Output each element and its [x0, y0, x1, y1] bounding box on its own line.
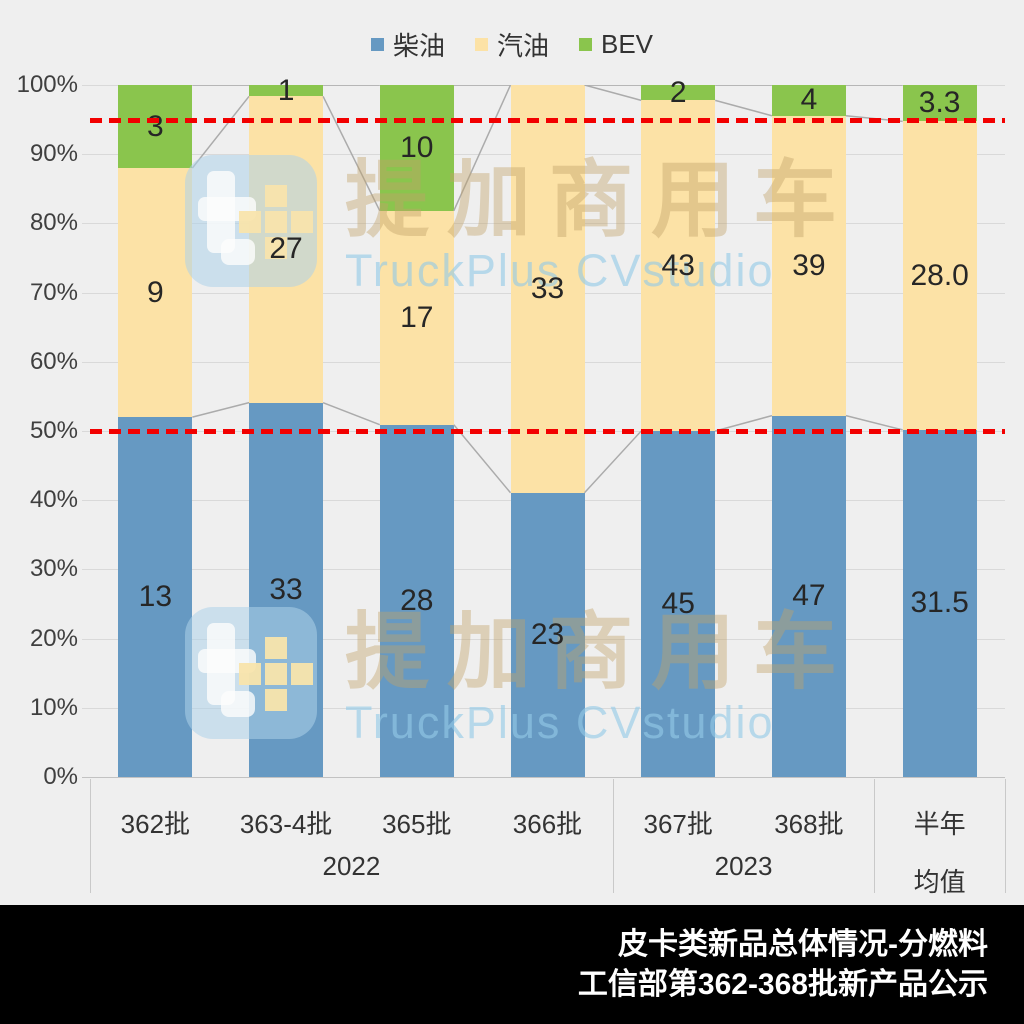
connector-line: [583, 430, 642, 494]
legend-item: 汽油: [474, 26, 549, 63]
y-axis-label: 20%: [29, 624, 78, 652]
legend-item: BEV: [579, 29, 653, 60]
legend-swatch-icon: [474, 37, 488, 51]
bar-segment: [118, 168, 193, 418]
y-axis-label: 70%: [29, 278, 78, 306]
y-axis-label: 100%: [16, 71, 78, 98]
legend-swatch-icon: [579, 37, 592, 51]
bar-value-label: 3: [147, 109, 164, 143]
legend: 柴油 汽油 BEV: [0, 24, 1024, 64]
bar-segment: [249, 85, 324, 97]
y-axis-label: 0%: [43, 763, 78, 790]
bar-value-label: 23: [530, 617, 565, 651]
bar-segment: [379, 85, 454, 211]
bar-value-label: 2: [669, 75, 687, 109]
bar-value-label: 39: [792, 248, 826, 282]
x-axis-category-label: 半年 均值: [913, 809, 966, 897]
bar-segment: [641, 431, 716, 777]
bar-value-label: 33: [530, 271, 565, 305]
x-axis-separator: [612, 779, 614, 893]
plot-area: 提加商用车 TruckPlus CVstudio 提加商用车 TruckPlus…: [17, 71, 1005, 790]
bar-segment: [510, 492, 585, 777]
reference-line: [90, 429, 1005, 434]
footer-title-bar: 皮卡类新品总体情况-分燃料 工信部第362-368批新产品公示: [0, 905, 1024, 1024]
x-axis-group-label: 2022: [322, 851, 381, 881]
bar-value-label: 28.0: [910, 258, 969, 292]
bar-segment: [771, 415, 846, 777]
connector-line: [322, 401, 381, 426]
footer-title-line2: 工信部第362-368批新产品公示: [577, 967, 988, 1001]
bar-segment: [118, 85, 193, 169]
y-axis-label: 60%: [29, 347, 78, 375]
y-axis-label: 30%: [29, 555, 78, 583]
x-axis-category-label: 365批: [382, 809, 452, 839]
bar-value-label: 28: [400, 583, 434, 617]
bar-segment: [118, 417, 193, 777]
bar-segment: [771, 85, 846, 116]
gridline: [82, 777, 1005, 778]
x-axis-group-label: 2023: [714, 851, 773, 881]
x-axis-separator: [874, 779, 876, 893]
connector-line: [584, 85, 642, 102]
reference-line: [90, 117, 1005, 123]
y-axis-label: 50%: [29, 417, 78, 444]
bar-value-label: 27: [269, 232, 303, 266]
legend-label: 柴油: [392, 30, 445, 61]
x-axis-category-label: 362批: [120, 809, 191, 839]
connector-line: [191, 95, 250, 169]
bar-value-label: 13: [138, 580, 173, 614]
bar-segment: [379, 210, 454, 425]
connector-line: [453, 85, 512, 212]
bar-segment: [902, 85, 977, 122]
y-axis-label: 10%: [29, 693, 78, 721]
bar-value-label: 33: [269, 572, 303, 606]
bar-segment: [641, 85, 716, 101]
bar-segment: [641, 100, 716, 431]
bar-value-label: 45: [661, 587, 695, 620]
bar-value-label: 47: [792, 579, 826, 613]
connector-line: [192, 401, 250, 418]
legend-label: BEV: [601, 28, 654, 59]
bar-value-label: 4: [800, 83, 818, 117]
bar-segment: [902, 429, 977, 777]
x-axis: 362批 363-4批 365批 366批 367批 368批 半年 均值 2022 2023: [0, 777, 1024, 903]
bar-segment: [902, 121, 977, 430]
bar-segment: [510, 85, 585, 493]
bar-value-label: 10: [400, 130, 434, 164]
y-axis-label: 90%: [29, 140, 78, 168]
bar-segment: [771, 115, 846, 416]
x-axis-separator: [1005, 779, 1006, 893]
y-axis-label: 80%: [29, 209, 78, 237]
x-axis-category-label: 366批: [512, 809, 583, 839]
bar-value-label: 31.5: [910, 586, 969, 620]
legend-swatch-icon: [370, 37, 384, 51]
legend-item: 柴油: [370, 26, 445, 63]
y-axis-label: 40%: [29, 486, 78, 514]
x-axis-category-label: 368批: [774, 809, 844, 839]
bar-value-label: 3.3: [918, 86, 961, 120]
bar-value-label: 17: [400, 300, 434, 334]
bar-value-label: 9: [147, 275, 164, 309]
footer-title-line1: 皮卡类新品总体情况-分燃料: [618, 927, 988, 961]
connector-line: [453, 424, 512, 494]
legend-label: 汽油: [496, 30, 549, 61]
connector-line: [715, 99, 773, 117]
bar-value-label: 43: [661, 248, 695, 282]
bar-value-label: 1: [277, 73, 295, 107]
x-axis-category-label: 367批: [643, 809, 713, 839]
x-axis-separator: [90, 779, 91, 893]
bar-segment: [379, 424, 454, 777]
connector-line: [845, 414, 903, 431]
x-axis-category-label: 363-4批: [239, 809, 333, 839]
